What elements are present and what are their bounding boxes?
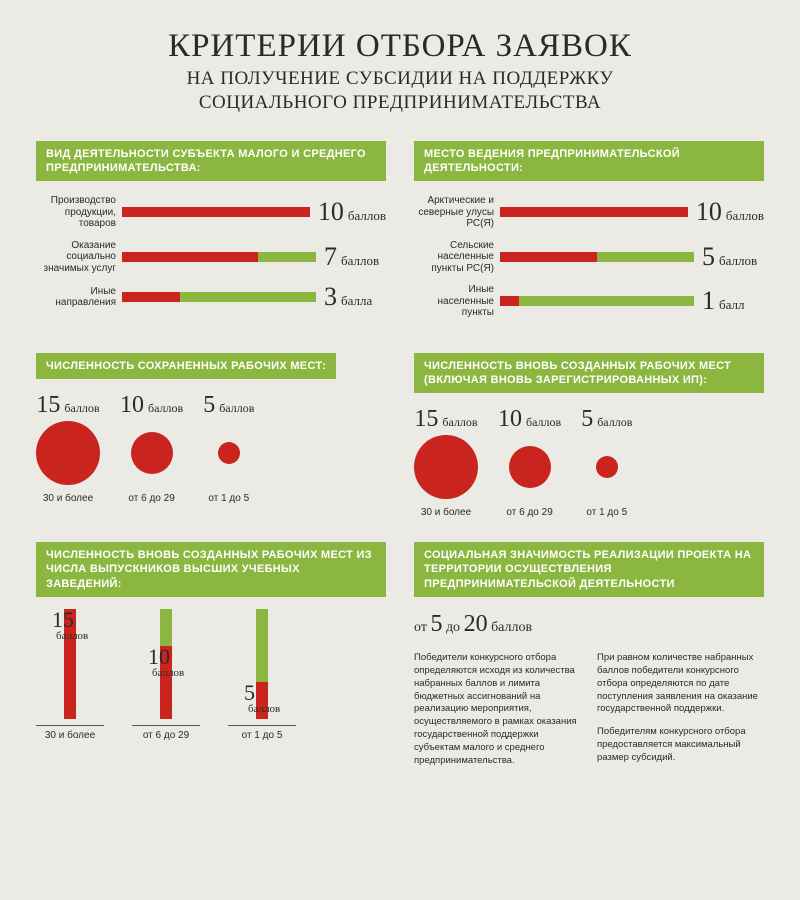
- circle-item: 15баллов 30 и более: [414, 407, 478, 518]
- footnote-p1: Победители конкурсного отбора определяют…: [414, 652, 581, 767]
- circle-caption: от 6 до 29: [128, 493, 174, 504]
- bar-label: Иные населенные пункты: [414, 284, 500, 319]
- column-item: 5баллов от 1 до 5: [228, 609, 296, 741]
- bar-row: Арктические и северные улусы РС(Я) 10балл…: [414, 195, 764, 230]
- bar-track: [500, 296, 694, 306]
- circle-caption: 30 и более: [421, 507, 471, 518]
- bar-track: [500, 252, 694, 262]
- section-header: ЧИСЛЕННОСТЬ ВНОВЬ СОЗДАННЫХ РАБОЧИХ МЕСТ…: [36, 542, 386, 597]
- circle-caption: от 1 до 5: [586, 507, 627, 518]
- bar-label: Сельские населенные пункты РС(Я): [414, 240, 500, 275]
- circle-caption: от 6 до 29: [506, 507, 552, 518]
- circle-wrap: [509, 435, 551, 499]
- circle-score: 10баллов: [498, 407, 561, 431]
- bar-score: 10баллов: [688, 199, 764, 225]
- bar-track: [122, 207, 310, 217]
- column-score-label: 10баллов: [148, 646, 184, 679]
- circle-score: 5баллов: [581, 407, 632, 431]
- section-new-jobs: ЧИСЛЕННОСТЬ ВНОВЬ СОЗДАННЫХ РАБОЧИХ МЕСТ…: [414, 353, 764, 519]
- circle-icon: [414, 435, 478, 499]
- circle-icon: [36, 421, 100, 485]
- circle-wrap: [596, 435, 618, 499]
- circle-wrap: [218, 421, 240, 485]
- bar-seg-green: [519, 296, 694, 306]
- section-location: МЕСТО ВЕДЕНИЯ ПРЕДПРИНИМАТЕЛЬСКОЙ ДЕЯТЕЛ…: [414, 141, 764, 329]
- bar-label: Производство продукции, товаров: [36, 195, 122, 230]
- circle-icon: [218, 442, 240, 464]
- bar-seg-green: [258, 252, 316, 262]
- section-header: МЕСТО ВЕДЕНИЯ ПРЕДПРИНИМАТЕЛЬСКОЙ ДЕЯТЕЛ…: [414, 141, 764, 182]
- score-range: от 5 до 20 баллов: [414, 611, 764, 638]
- bar-label: Оказание социально значимых услуг: [36, 240, 122, 275]
- section-header: ВИД ДЕЯТЕЛЬНОСТИ СУБЪЕКТА МАЛОГО И СРЕДН…: [36, 141, 386, 182]
- section-header: ЧИСЛЕННОСТЬ ВНОВЬ СОЗДАННЫХ РАБОЧИХ МЕСТ…: [414, 353, 764, 394]
- bar-track: [122, 292, 316, 302]
- circle-item: 10баллов от 6 до 29: [120, 393, 183, 504]
- col-seg-green: [256, 609, 268, 682]
- column-score-label: 5баллов: [244, 682, 280, 715]
- bar-seg-red: [122, 207, 310, 217]
- circle-wrap: [414, 435, 478, 499]
- circle-wrap: [131, 421, 173, 485]
- bar-track: [500, 207, 688, 217]
- subtitle-line-2: СОЦИАЛЬНОГО ПРЕДПРИНИМАТЕЛЬСТВА: [36, 91, 764, 115]
- footnote-p3: Победителям конкурсного отбора предостав…: [597, 726, 764, 764]
- circle-wrap: [36, 421, 100, 485]
- circle-caption: от 1 до 5: [208, 493, 249, 504]
- column-caption: 30 и более: [36, 725, 104, 741]
- section-preserved-jobs: ЧИСЛЕННОСТЬ СОХРАНЕННЫХ РАБОЧИХ МЕСТ: 15…: [36, 353, 386, 519]
- circle-caption: 30 и более: [43, 493, 93, 504]
- bar-seg-red: [122, 292, 180, 302]
- page-title: КРИТЕРИИ ОТБОРА ЗАЯВОК: [36, 28, 764, 65]
- bar-seg-red: [500, 296, 519, 306]
- circle-score: 10баллов: [120, 393, 183, 417]
- section-graduate-jobs: ЧИСЛЕННОСТЬ ВНОВЬ СОЗДАННЫХ РАБОЧИХ МЕСТ…: [36, 542, 386, 777]
- bar-seg-green: [597, 252, 694, 262]
- bar-label: Иные направления: [36, 286, 122, 309]
- section-social-significance: СОЦИАЛЬНАЯ ЗНАЧИМОСТЬ РЕАЛИЗАЦИИ ПРОЕКТА…: [414, 542, 764, 777]
- bar-row: Оказание социально значимых услуг 7баллов: [36, 240, 386, 275]
- circle-item: 10баллов от 6 до 29: [498, 407, 561, 518]
- bar-track: [122, 252, 316, 262]
- column-caption: от 6 до 29: [132, 725, 200, 741]
- bar-row: Сельские населенные пункты РС(Я) 5баллов: [414, 240, 764, 275]
- footnote-columns: Победители конкурсного отбора определяют…: [414, 652, 764, 777]
- circle-icon: [131, 432, 173, 474]
- bar-score: 7баллов: [316, 244, 386, 270]
- bar-seg-red: [122, 252, 258, 262]
- circle-score: 15баллов: [36, 393, 99, 417]
- section-header: СОЦИАЛЬНАЯ ЗНАЧИМОСТЬ РЕАЛИЗАЦИИ ПРОЕКТА…: [414, 542, 764, 597]
- bar-row: Иные населенные пункты 1балл: [414, 284, 764, 319]
- page-subtitle: НА ПОЛУЧЕНИЕ СУБСИДИИ НА ПОДДЕРЖКУ СОЦИА…: [36, 67, 764, 115]
- bar-row: Иные направления 3балла: [36, 284, 386, 310]
- bar-score: 5баллов: [694, 244, 764, 270]
- circle-item: 5баллов от 1 до 5: [203, 393, 254, 504]
- footnote-p2: При равном количестве набранных баллов п…: [597, 652, 764, 716]
- circle-item: 5баллов от 1 до 5: [581, 407, 632, 518]
- bar-label: Арктические и северные улусы РС(Я): [414, 195, 500, 230]
- circle-icon: [509, 446, 551, 488]
- section-header: ЧИСЛЕННОСТЬ СОХРАНЕННЫХ РАБОЧИХ МЕСТ:: [36, 353, 336, 379]
- circle-item: 15баллов 30 и более: [36, 393, 100, 504]
- circle-score: 5баллов: [203, 393, 254, 417]
- col-seg-green: [160, 609, 172, 646]
- column-caption: от 1 до 5: [228, 725, 296, 741]
- column-item: 10баллов от 6 до 29: [132, 609, 200, 741]
- bar-score: 10баллов: [310, 199, 386, 225]
- bar-score: 3балла: [316, 284, 386, 310]
- subtitle-line-1: НА ПОЛУЧЕНИЕ СУБСИДИИ НА ПОДДЕРЖКУ: [36, 67, 764, 91]
- column-score-label: 15баллов: [52, 609, 88, 642]
- circle-icon: [596, 456, 618, 478]
- bar-score: 1балл: [694, 288, 764, 314]
- bar-seg-red: [500, 207, 688, 217]
- bar-row: Производство продукции, товаров 10баллов: [36, 195, 386, 230]
- column-item: 15баллов 30 и более: [36, 609, 104, 741]
- bar-seg-green: [180, 292, 316, 302]
- circle-score: 15баллов: [414, 407, 477, 431]
- bar-seg-red: [500, 252, 597, 262]
- section-activity-type: ВИД ДЕЯТЕЛЬНОСТИ СУБЪЕКТА МАЛОГО И СРЕДН…: [36, 141, 386, 329]
